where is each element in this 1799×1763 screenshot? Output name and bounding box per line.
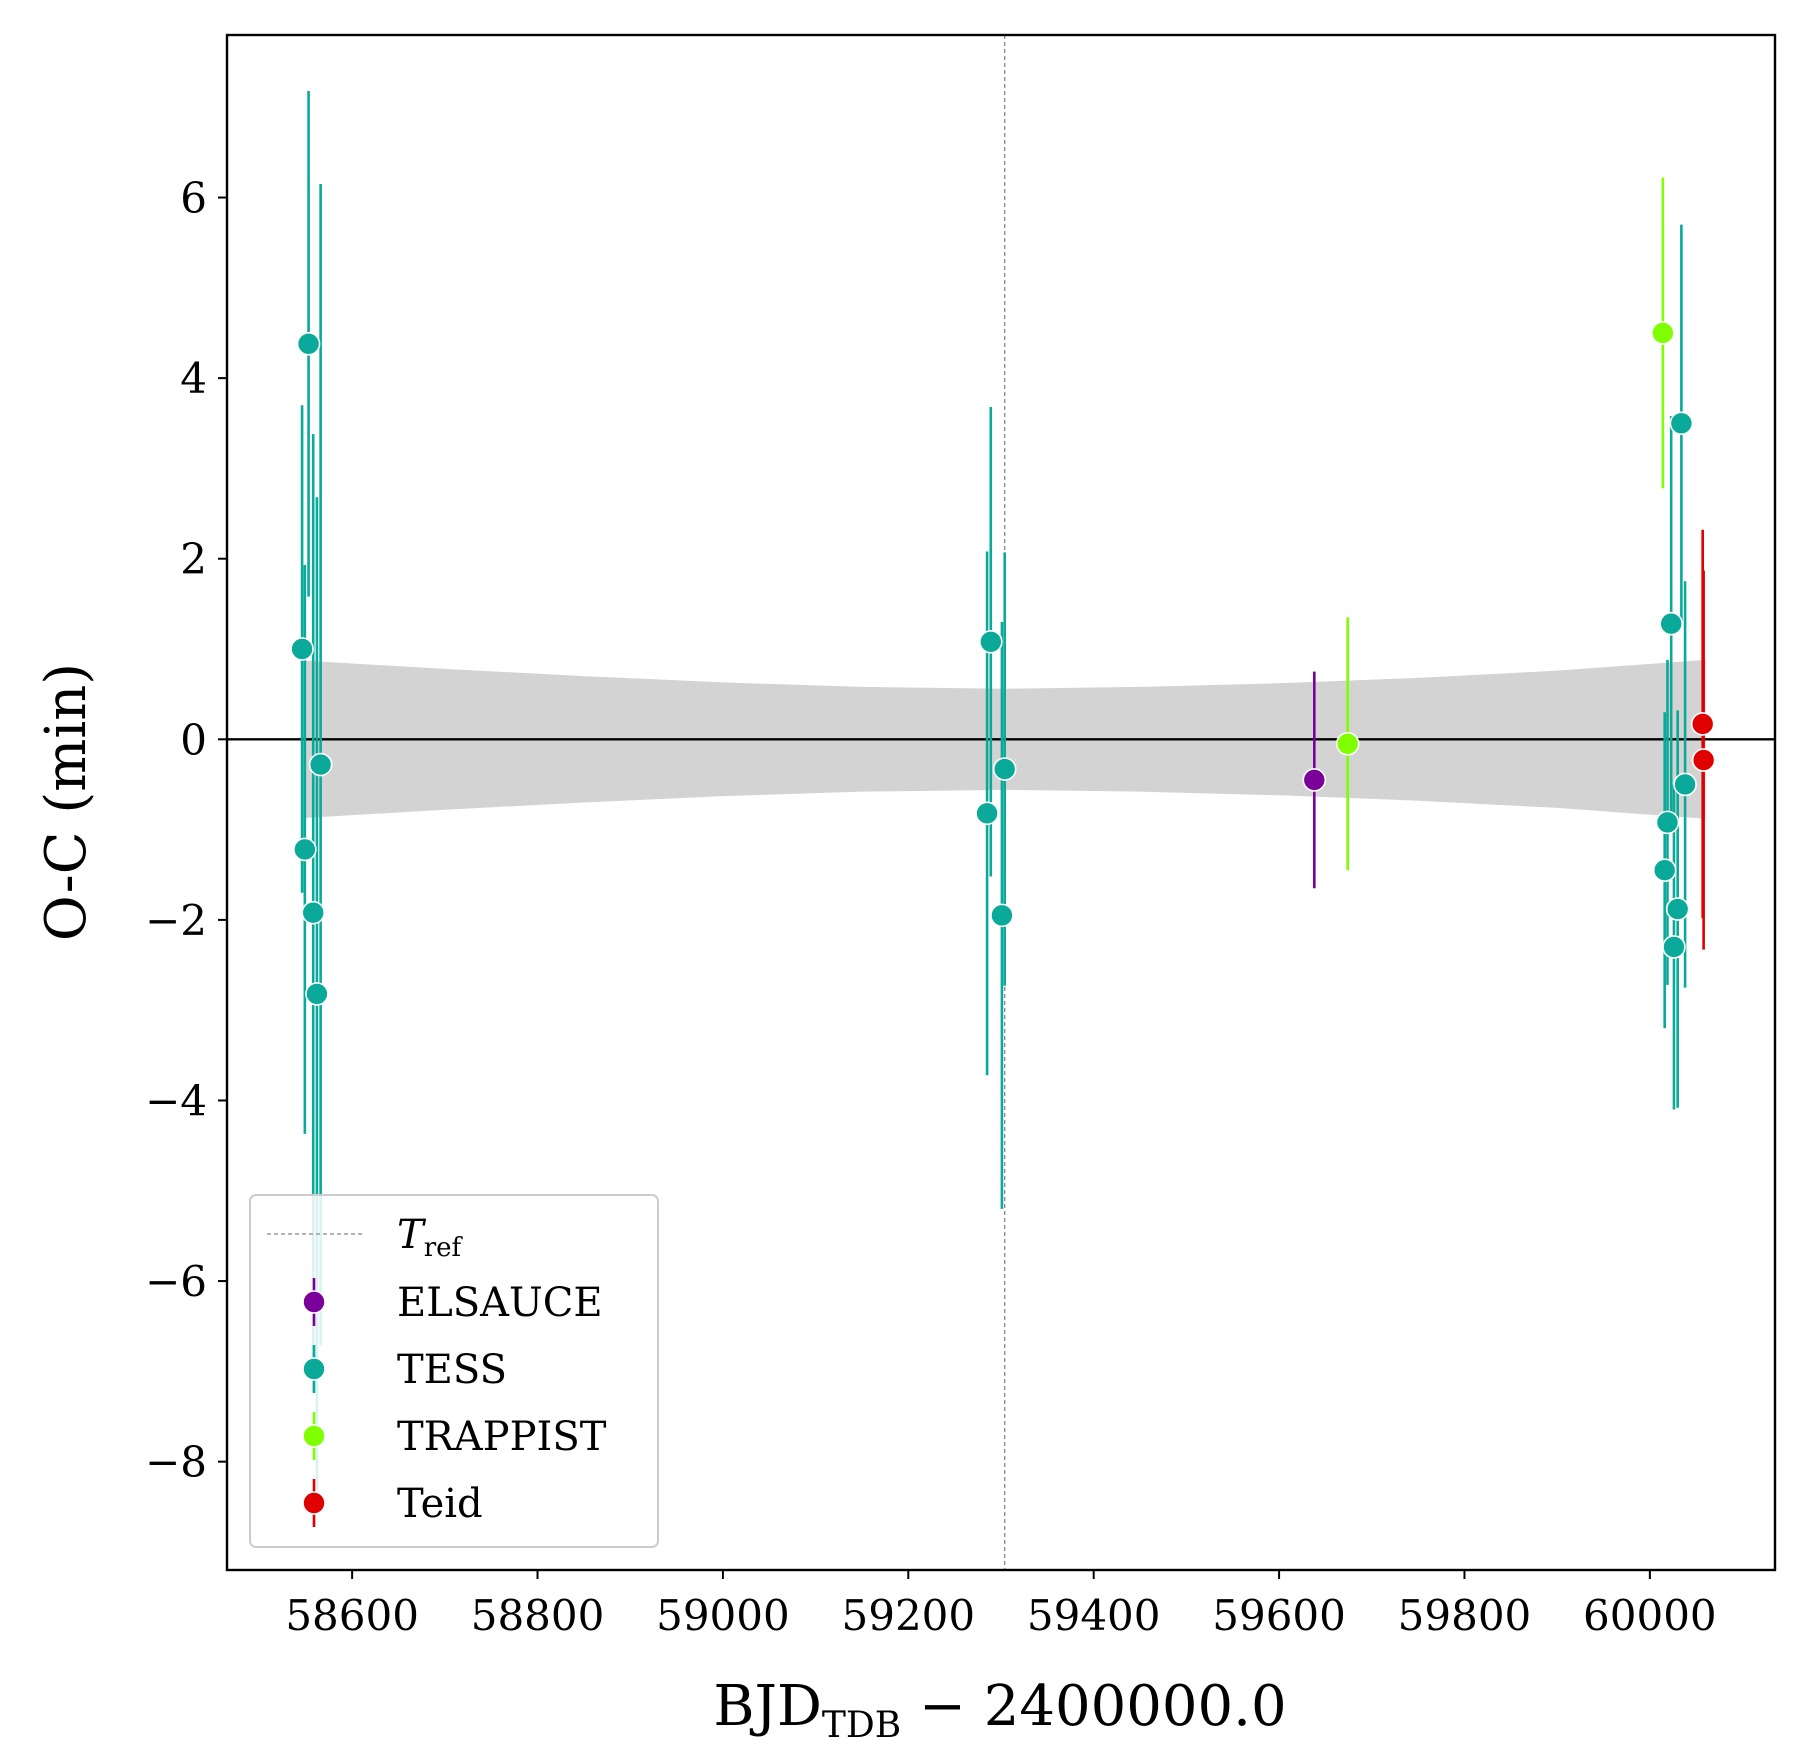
y-axis-title: O-C (min) — [34, 663, 99, 941]
x-tick-label-59400: 59400 — [1027, 1591, 1161, 1640]
point-tess-4 — [305, 982, 329, 1006]
point-tess-0 — [290, 637, 314, 661]
point-tess-3 — [301, 900, 326, 925]
legend: Tref ELSAUCE TESS TRAPPIST Teid — [249, 1194, 659, 1548]
legend-label-teid: Teid — [397, 1481, 483, 1527]
legend-label-elsauce: ELSAUCE — [397, 1280, 603, 1326]
legend-label-trappist: TRAPPIST — [397, 1414, 607, 1460]
point-tess-10 — [1652, 858, 1677, 883]
x-tick-label-59000: 59000 — [656, 1591, 790, 1640]
legend-box — [249, 1194, 659, 1548]
x-tick-label-59600: 59600 — [1212, 1591, 1346, 1640]
y-tick-label-6: 6 — [180, 174, 207, 223]
x-tick-label-58800: 58800 — [471, 1591, 605, 1640]
x-tick-label-58600: 58600 — [285, 1591, 419, 1640]
y-tick-label--4: −4 — [145, 1076, 207, 1125]
series-layer — [290, 90, 1716, 1491]
x-axis-title-rest: − 2400000.0 — [901, 1674, 1286, 1739]
plot-area — [227, 35, 1775, 1570]
point-trappist-1 — [1651, 321, 1675, 345]
point-tess-1 — [293, 837, 317, 862]
series-elsauce — [1302, 671, 1327, 889]
point-tess-5 — [308, 752, 333, 777]
legend-marker-trappist — [302, 1424, 326, 1448]
x-axis-title-main: BJD — [713, 1674, 822, 1739]
x-tick-label-59200: 59200 — [842, 1591, 976, 1640]
plot-frame — [225, 33, 1777, 1572]
point-tess-6 — [975, 801, 999, 826]
point-elsauce-0 — [1302, 768, 1327, 792]
point-tess-15 — [1669, 411, 1694, 436]
y-axis: −8 −6 −4 −2 0 2 4 6 — [145, 174, 227, 1487]
point-tess-13 — [1662, 935, 1686, 959]
legend-marker-elsauce — [302, 1290, 326, 1314]
y-tick-label--6: −6 — [145, 1257, 207, 1306]
point-teid-0 — [1690, 712, 1715, 736]
legend-ref-label-main: T — [397, 1212, 427, 1258]
x-axis-title: BJDTDB − 2400000.0 — [713, 1674, 1286, 1746]
legend-marker-tess — [302, 1357, 326, 1381]
point-tess-8 — [990, 903, 1014, 928]
x-axis-title-subscript: TDB — [822, 1705, 901, 1746]
point-tess-9 — [992, 757, 1017, 781]
legend-ref-label-subscript: ref — [424, 1233, 464, 1263]
x-tick-label-59800: 59800 — [1398, 1591, 1532, 1640]
legend-entries: ELSAUCE TESS TRAPPIST Teid — [302, 1278, 607, 1527]
point-trappist-0 — [1335, 732, 1360, 756]
y-tick-label--8: −8 — [145, 1438, 207, 1487]
y-tick-label--2: −2 — [145, 896, 207, 945]
point-tess-7 — [979, 629, 1003, 654]
legend-ref-label: Tref — [397, 1212, 464, 1263]
y-tick-label-4: 4 — [180, 354, 207, 403]
y-tick-label-0: 0 — [180, 715, 207, 764]
series-trappist — [1335, 177, 1675, 871]
x-tick-label-60000: 60000 — [1583, 1591, 1717, 1640]
x-axis: 58600 58800 59000 59200 59400 59600 59800 60000 — [285, 1570, 1717, 1640]
point-tess-2 — [296, 332, 321, 356]
point-tess-12 — [1659, 611, 1683, 636]
point-tess-11 — [1655, 810, 1680, 835]
series-teid — [1690, 529, 1716, 950]
point-tess-16 — [1673, 772, 1697, 797]
point-teid-1 — [1691, 748, 1716, 772]
series-tess — [290, 90, 1697, 1491]
point-tess-14 — [1665, 897, 1690, 921]
y-tick-label-2: 2 — [180, 535, 207, 584]
legend-label-tess: TESS — [397, 1347, 507, 1393]
legend-marker-teid — [302, 1491, 326, 1515]
